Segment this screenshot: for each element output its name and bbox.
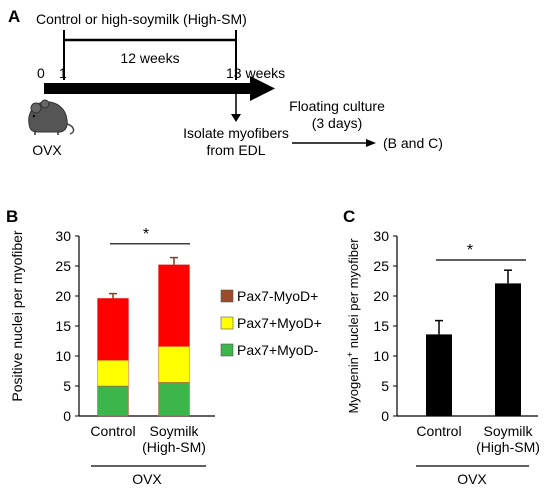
panel-c: C 0 5 10 15 20 25 30 Myogenin+ nuclei per myof…	[343, 207, 540, 487]
bar-segment	[158, 346, 190, 383]
y-tick-label: 20	[55, 288, 71, 304]
legend-swatch	[220, 316, 234, 330]
isolate-label-line2: from EDL	[206, 142, 265, 158]
timeline-tick-1: 1	[59, 65, 67, 81]
significance-star: *	[467, 242, 473, 259]
legend-swatch	[220, 343, 234, 357]
x-tick-label: Soymilk	[483, 423, 533, 439]
isolate-label-line1: Isolate myofibers	[183, 125, 289, 141]
y-tick-label: 5	[381, 378, 389, 394]
culture-label-line1: Floating culture	[289, 98, 385, 114]
y-tick-label: 10	[55, 348, 71, 364]
timeline-tick-13: 13 weeks	[226, 65, 285, 81]
bar-segment	[158, 264, 190, 347]
y-axis-ticks: 0 5 10 15 20 25 30	[373, 228, 397, 424]
legend-label: Pax7+MyoD-	[237, 342, 319, 358]
y-tick-label: 15	[373, 318, 389, 334]
bar	[426, 334, 452, 416]
panel-c-letter: C	[343, 207, 355, 226]
ovx-label: OVX	[32, 142, 62, 158]
y-axis-label: Positive nuclei per myofiber	[9, 230, 25, 402]
group-label: OVX	[457, 471, 487, 487]
bar	[495, 283, 521, 416]
culture-arrowhead	[366, 139, 376, 147]
target-panels-label: (B and C)	[383, 135, 443, 151]
bar-segment	[97, 360, 129, 387]
timeline-bar	[44, 83, 252, 94]
bar-segment	[158, 382, 190, 417]
isolate-arrowhead	[231, 114, 241, 122]
y-axis-label-sup: +	[345, 352, 355, 357]
y-axis-label-main: Myogenin	[346, 357, 361, 413]
plot-area: Control Soymilk(High-SM) * OVX	[396, 236, 540, 487]
x-tick-label: (High-SM)	[142, 439, 206, 455]
y-tick-label: 25	[373, 258, 389, 274]
culture-label-line2: (3 days)	[312, 115, 363, 131]
y-tick-label: 5	[63, 378, 71, 394]
y-tick-label: 15	[55, 318, 71, 334]
y-tick-label: 30	[55, 228, 71, 244]
y-tick-label: 0	[381, 408, 389, 424]
panel-b-letter: B	[6, 207, 18, 226]
significance-star: *	[143, 226, 149, 243]
timeline-tick-0: 0	[37, 65, 45, 81]
bar-segment	[97, 298, 129, 361]
y-tick-label: 0	[63, 408, 71, 424]
group-label: OVX	[132, 471, 162, 487]
legend-label: Pax7-MyoD+	[237, 288, 318, 304]
legend-swatch	[220, 289, 234, 303]
y-tick-label: 10	[373, 348, 389, 364]
y-tick-label: 25	[55, 258, 71, 274]
duration-label: 12 weeks	[120, 50, 179, 66]
y-tick-label: 20	[373, 288, 389, 304]
timeline-arrowhead	[250, 76, 275, 101]
x-tick-label: Control	[90, 423, 135, 439]
x-tick-label: Control	[416, 423, 461, 439]
panel-a: A Control or high-soymilk (High-SM) 12 w…	[8, 7, 443, 158]
treatment-label: Control or high-soymilk (High-SM)	[36, 11, 247, 27]
panel-a-letter: A	[8, 7, 20, 26]
panel-b: B 0 5 10 15 20 25 30 Positive nuclei per myofi…	[6, 207, 322, 487]
x-tick-label: Soymilk	[149, 423, 199, 439]
plot-area: Control Soymilk(High-SM) * OVX	[78, 226, 215, 487]
y-axis-label: Myogenin+ nuclei per myofiber	[345, 238, 361, 414]
y-tick-label: 30	[373, 228, 389, 244]
x-tick-label: (High-SM)	[476, 439, 540, 455]
legend: Pax7-MyoD+ Pax7+MyoD+ Pax7+MyoD-	[220, 288, 322, 358]
legend-label: Pax7+MyoD+	[237, 315, 322, 331]
bar-segment	[97, 385, 129, 417]
y-axis-label-rest: nuclei per myofiber	[346, 238, 361, 352]
mouse-icon	[28, 99, 75, 135]
y-axis-ticks: 0 5 10 15 20 25 30	[55, 228, 79, 424]
